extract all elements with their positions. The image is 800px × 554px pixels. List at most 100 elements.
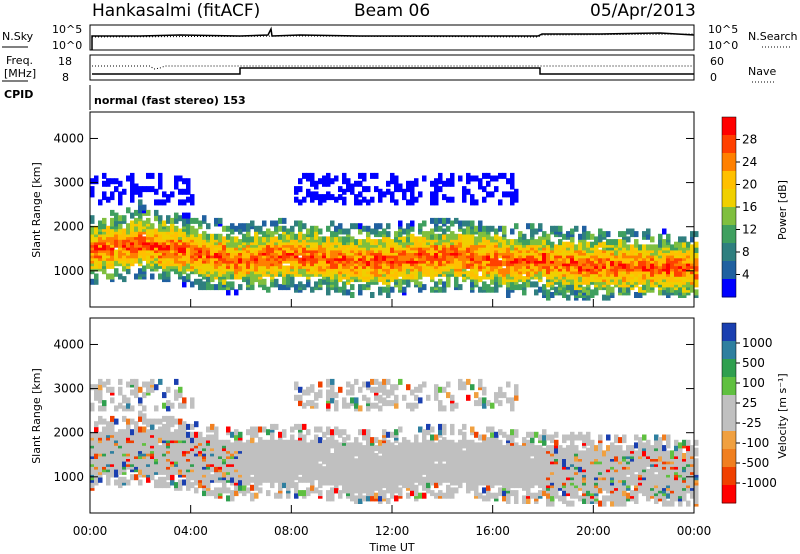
velocity-cell [258, 442, 263, 449]
power-cell [642, 244, 647, 251]
power-cell [562, 292, 567, 298]
power-cell [506, 191, 511, 198]
power-cell [446, 217, 451, 224]
power-cell [450, 220, 455, 227]
power-cell [378, 188, 383, 195]
power-cell [314, 180, 319, 187]
power-cell [334, 286, 339, 293]
power-cell [318, 194, 323, 201]
power-cell [370, 228, 375, 235]
velocity-cell [98, 431, 103, 438]
power-cell [446, 247, 451, 253]
power-cell [546, 239, 551, 246]
velocity-cell [350, 389, 355, 396]
velocity-cell [346, 434, 351, 441]
velocity-cell [90, 439, 95, 446]
velocity-cell [438, 405, 443, 412]
power-cell [310, 172, 315, 179]
power-cell [410, 225, 415, 232]
power-cell [162, 262, 167, 269]
power-cell [374, 270, 379, 277]
velocity-cell [246, 429, 251, 436]
power-cell [318, 236, 323, 243]
velocity-cell [110, 426, 115, 433]
power-cell [590, 233, 595, 240]
power-cell [394, 175, 399, 182]
velocity-cell [330, 453, 335, 459]
velocity-cell [154, 429, 159, 436]
power-cell [258, 260, 263, 267]
velocity-cell [298, 423, 303, 430]
power-cell [570, 257, 575, 264]
velocity-cell [394, 394, 399, 401]
power-cell [338, 236, 343, 243]
velocity-cell [90, 431, 95, 438]
power-cell [566, 265, 571, 272]
power-cell [282, 217, 287, 224]
velocity-cell [158, 418, 163, 425]
power-cell [142, 186, 147, 193]
power-cell [350, 292, 355, 298]
velocity-cell [338, 429, 343, 436]
power-cell [482, 260, 487, 267]
power-cell [210, 239, 215, 246]
velocity-cell [222, 439, 227, 446]
power-cell [242, 223, 247, 230]
power-cell [366, 236, 371, 243]
power-cell [194, 228, 199, 235]
power-cell [522, 281, 527, 288]
velocity-cell [110, 386, 115, 393]
velocity-cell [414, 484, 419, 491]
power-cell [234, 289, 239, 296]
velocity-cell [126, 402, 131, 409]
power-cell [550, 241, 555, 248]
power-cell [602, 252, 607, 259]
power-cell [302, 223, 307, 230]
power-cell [118, 180, 123, 187]
power-cell [174, 231, 179, 238]
power-cell [98, 236, 103, 243]
power-cell [402, 188, 407, 195]
power-cell [342, 236, 347, 243]
power-cell [278, 249, 283, 256]
power-cell [470, 220, 475, 227]
power-cell [506, 260, 511, 267]
power-cell [690, 254, 695, 261]
power-cell [118, 249, 123, 256]
power-cell [286, 233, 291, 240]
velocity-cell [362, 468, 367, 475]
power-cell [274, 236, 279, 243]
velocity-cell [110, 458, 115, 465]
power-cell [590, 289, 595, 296]
power-cell [570, 284, 575, 291]
velocity-cell [406, 402, 411, 409]
power-cell [590, 241, 595, 248]
power-cell [158, 199, 163, 206]
power-cell [466, 188, 471, 195]
velocity-cell [342, 429, 347, 436]
velocity-cell [114, 405, 119, 412]
velocity-cell [362, 487, 367, 494]
power-cell [370, 196, 375, 203]
velocity-cell [250, 484, 255, 491]
power-cell [498, 199, 503, 206]
velocity-cell [442, 386, 447, 393]
power-cell [682, 252, 687, 259]
velocity-cell [378, 386, 383, 393]
power-cell [318, 278, 323, 285]
velocity-cell [110, 397, 115, 404]
velocity-cell [266, 439, 271, 446]
power-cell [202, 215, 207, 222]
power-ytick-label: 1000 [53, 264, 84, 278]
velocity-cell [294, 487, 299, 494]
power-cell [486, 225, 491, 232]
power-ytick-label: 3000 [53, 176, 84, 190]
velocity-cell [382, 490, 387, 497]
power-cell [322, 175, 327, 182]
power-cell [146, 244, 151, 251]
power-cell [650, 270, 655, 277]
velocity-cell [254, 458, 259, 465]
velocity-cell [178, 484, 183, 491]
velocity-cell [94, 384, 99, 391]
power-cell [386, 292, 391, 298]
